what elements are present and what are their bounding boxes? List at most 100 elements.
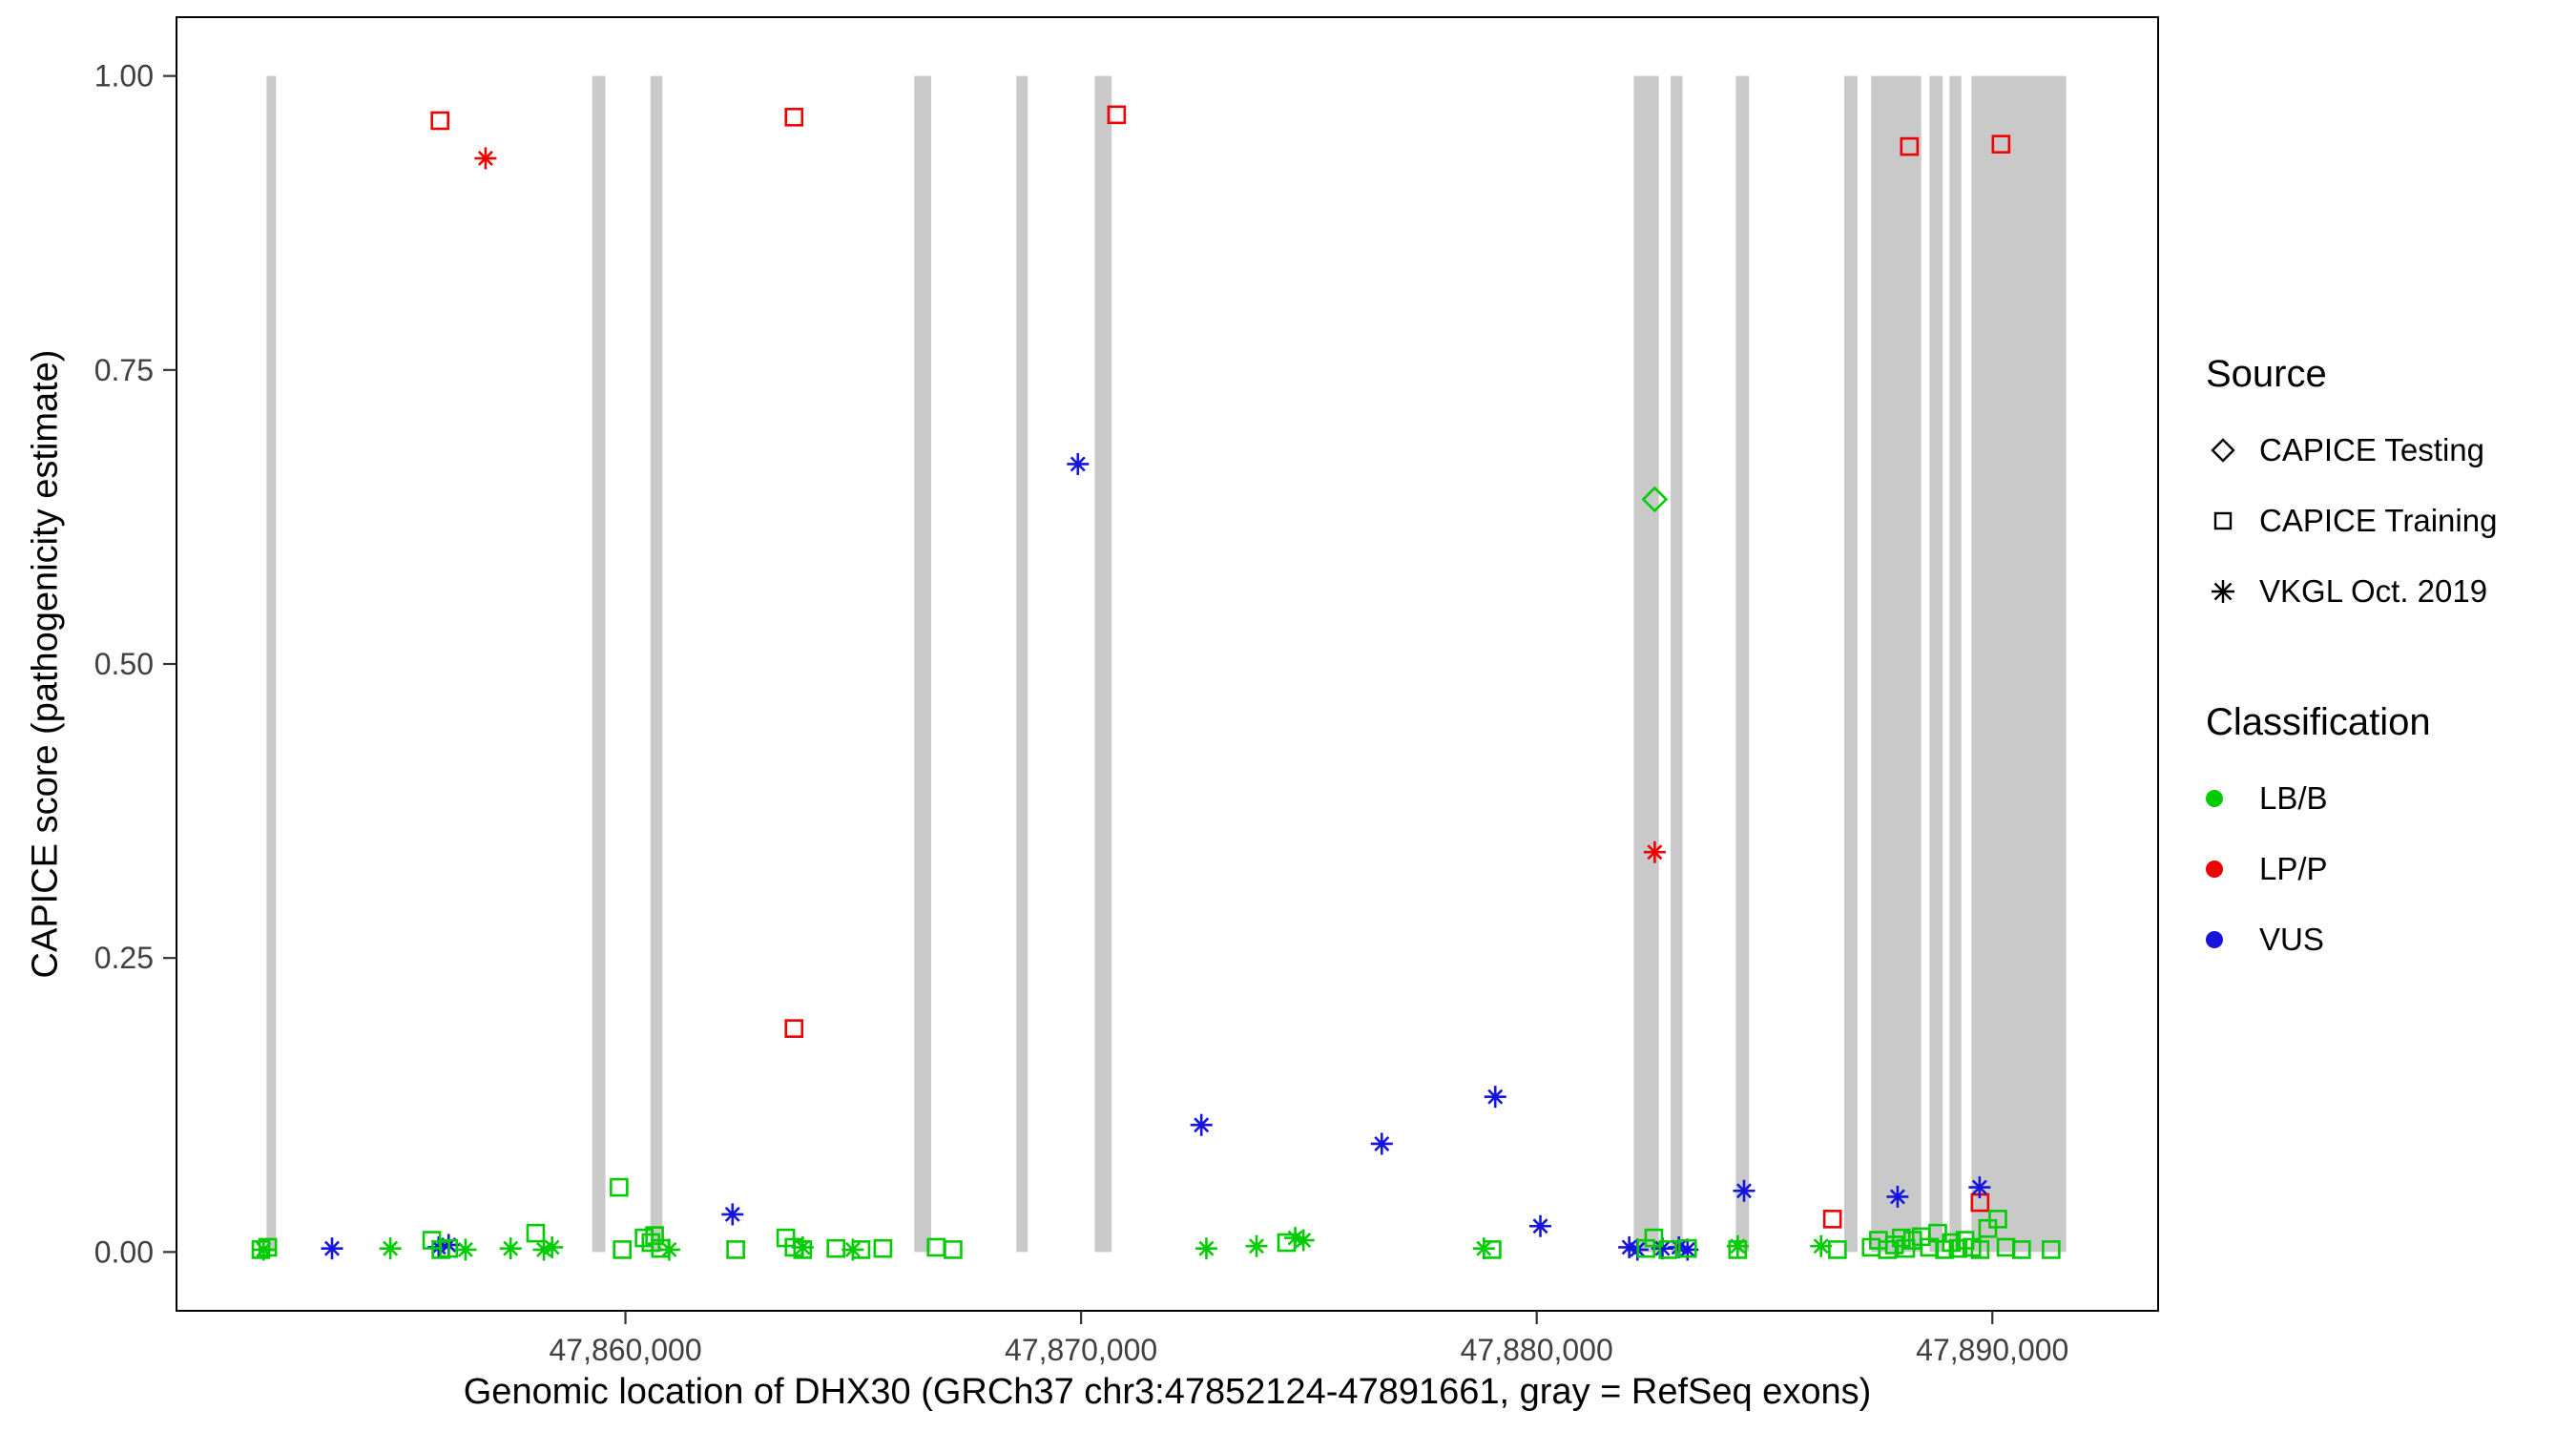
- exon-bar: [1949, 75, 1962, 1253]
- data-point: [1647, 844, 1663, 861]
- exon-bar: [914, 75, 931, 1253]
- data-point: [1942, 1233, 1962, 1253]
- legend-label: VUS: [2259, 922, 2324, 957]
- x-tick-label: 47,890,000: [1916, 1333, 2068, 1367]
- data-point: [383, 1240, 399, 1256]
- data-point: [1070, 456, 1086, 472]
- data-point: [1991, 135, 2011, 154]
- data-point: [1822, 1210, 1842, 1229]
- data-point: [1532, 1218, 1548, 1234]
- exon-bar: [1971, 75, 2067, 1253]
- x-tick-label: 47,880,000: [1461, 1333, 1613, 1367]
- diamond-icon: [2206, 433, 2259, 467]
- data-point: [1730, 1238, 1746, 1255]
- data-point: [256, 1241, 272, 1257]
- data-point: [544, 1239, 560, 1255]
- data-point: [1677, 1238, 1697, 1258]
- legend-item-vus: VUS: [2206, 904, 2497, 975]
- legend-source: Source CAPICE Testing CAPICE Training: [2206, 353, 2497, 627]
- legend-label: CAPICE Testing: [2259, 432, 2484, 467]
- data-point: [1287, 1230, 1303, 1246]
- legend-label: LP/P: [2259, 851, 2328, 886]
- data-point: [1735, 1183, 1752, 1199]
- data-point: [645, 1226, 664, 1245]
- data-point: [457, 1241, 473, 1257]
- x-tick-label: 47,860,000: [549, 1333, 701, 1367]
- data-point: [1476, 1240, 1492, 1256]
- exon-bar: [1094, 75, 1112, 1253]
- data-point: [324, 1240, 340, 1256]
- data-point: [1487, 1089, 1504, 1105]
- legend-source-title: Source: [2206, 353, 2327, 395]
- legend-classification: Classification LB/B LP/P VUS: [2206, 701, 2497, 975]
- vus-dot-icon: [2206, 931, 2259, 948]
- legend-item-vkgl: VKGL Oct. 2019: [2206, 556, 2497, 627]
- data-point: [1891, 1228, 1911, 1248]
- legend-item-lpp: LP/P: [2206, 834, 2497, 904]
- data-point: [2042, 1240, 2061, 1259]
- y-tick-label: 0.25: [94, 941, 154, 975]
- exon-bar: [592, 75, 606, 1253]
- data-point: [1889, 1189, 1905, 1205]
- asterisk-icon: [2206, 574, 2259, 609]
- exon-bar: [1671, 75, 1683, 1253]
- legend-label: VKGL Oct. 2019: [2259, 573, 2488, 609]
- exon-bar: [1871, 75, 1922, 1253]
- y-tick-label: 0.50: [94, 647, 154, 681]
- data-point: [430, 111, 449, 131]
- y-tick-label: 0.75: [94, 353, 154, 387]
- data-point: [826, 1238, 845, 1258]
- exon-bar: [266, 75, 277, 1253]
- data-point: [784, 1019, 804, 1038]
- data-point: [1654, 1240, 1671, 1256]
- lbb-dot-icon: [2206, 790, 2259, 807]
- data-point: [1194, 1117, 1210, 1133]
- data-point: [1988, 1210, 2007, 1229]
- data-point: [944, 1240, 963, 1259]
- data-point: [477, 150, 493, 166]
- data-point: [1828, 1240, 1847, 1259]
- data-point: [873, 1238, 893, 1258]
- data-point: [726, 1240, 745, 1259]
- data-point: [844, 1241, 861, 1257]
- panel-border: [176, 16, 2159, 1312]
- data-point: [2012, 1240, 2031, 1259]
- data-point: [1878, 1240, 1898, 1259]
- legend-item-capice-training: CAPICE Training: [2206, 486, 2497, 556]
- exon-bar: [1929, 75, 1943, 1253]
- data-point: [795, 1239, 811, 1255]
- data-point: [1978, 1218, 1998, 1238]
- legend-item-lbb: LB/B: [2206, 763, 2497, 834]
- data-point: [1970, 1240, 1990, 1259]
- data-point: [1621, 1239, 1637, 1255]
- exon-bar: [1633, 75, 1659, 1253]
- data-point: [610, 1177, 629, 1197]
- y-axis-title: CAPICE score (pathogenicity estimate): [25, 349, 66, 979]
- data-point: [1374, 1135, 1390, 1151]
- data-point: [1641, 486, 1669, 513]
- data-point: [1658, 1240, 1678, 1259]
- data-point: [784, 107, 804, 127]
- data-point: [1971, 1179, 1987, 1195]
- legend-classification-title: Classification: [2206, 701, 2431, 743]
- x-axis-title: Genomic location of DHX30 (GRCh37 chr3:4…: [463, 1372, 1872, 1412]
- data-point: [661, 1241, 677, 1257]
- square-icon: [2206, 504, 2259, 538]
- data-point: [1813, 1238, 1829, 1255]
- exon-bar: [1844, 75, 1858, 1253]
- legend-label: CAPICE Training: [2259, 503, 2498, 538]
- exon-bar: [1016, 75, 1028, 1253]
- legend: Source CAPICE Testing CAPICE Training: [2206, 353, 2497, 975]
- data-point: [1644, 1228, 1664, 1248]
- legend-label: LB/B: [2259, 780, 2328, 816]
- exon-bar: [1735, 75, 1750, 1253]
- legend-item-capice-testing: CAPICE Testing: [2206, 415, 2497, 486]
- y-tick-label: 1.00: [94, 59, 154, 93]
- x-tick-label: 47,870,000: [1005, 1333, 1157, 1367]
- y-tick-label: 0.00: [94, 1234, 154, 1269]
- data-point: [503, 1240, 519, 1256]
- data-point: [1107, 105, 1127, 125]
- data-point: [724, 1206, 740, 1222]
